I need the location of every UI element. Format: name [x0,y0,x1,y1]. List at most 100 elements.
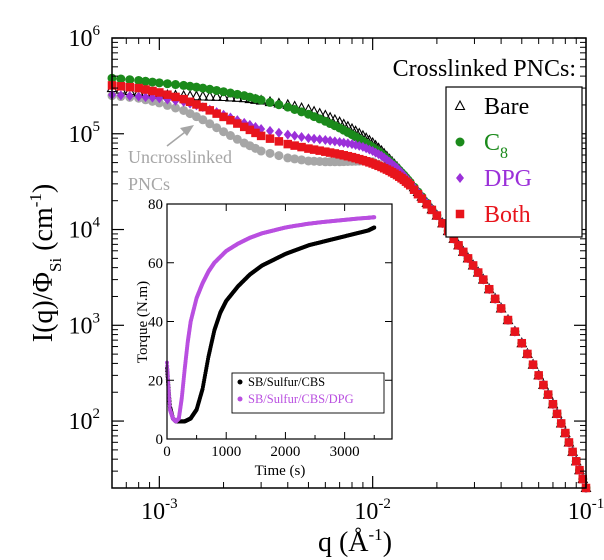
data-point [134,91,143,102]
inset-x-tick-label: 0 [163,444,171,460]
data-point [162,100,172,110]
data-point [427,205,437,215]
data-point [266,125,274,136]
inset-legend-label: SB/Sulfur/CBS [248,375,325,389]
data-point [459,247,468,257]
inset-data-point [167,394,172,399]
inset-x-tick-label: 2000 [270,444,300,460]
inset-legend: SB/Sulfur/CBS SB/Sulfur/CBS/DPG [231,372,385,414]
data-point [490,294,500,304]
inset-legend-box [231,372,385,414]
data-point [479,275,488,284]
data-point [197,90,209,101]
data-point [568,447,577,457]
data-point [523,349,532,359]
inset-y-axis-label: Torque (N.m) [135,281,151,363]
data-point [226,115,235,125]
y-tick-label: 102 [69,406,101,435]
data-point [171,92,180,102]
annotation-line1: Uncrosslinked [128,147,232,167]
data-point [330,136,339,147]
inset-data-point [372,215,377,220]
data-point [534,371,543,380]
data-point [543,390,553,399]
legend-marker [454,99,466,111]
data-point [163,90,172,99]
inset-chart: 0 1000 2000 3000 0 20 40 60 80 Time (s) Torque (… [135,197,393,479]
data-point [422,200,432,209]
inset-data-point [372,225,377,230]
data-point [571,457,581,466]
data-point [304,144,313,153]
data-point [219,112,228,122]
legend-label: C8 [484,130,508,162]
inset-legend-label: SB/Sulfur/CBS/DPG [248,392,354,406]
data-point [274,151,284,161]
inset-x-tick-label: 3000 [330,444,360,460]
inset-data-point [167,397,172,402]
inset-data-point [166,387,171,392]
data-point [116,90,125,101]
data-point [297,107,307,117]
data-point [290,141,299,150]
data-point [171,103,181,113]
inset-plot-data [165,215,377,424]
data-point [148,86,157,96]
data-point [274,100,284,110]
data-point [330,149,340,158]
data-point [310,133,319,144]
data-point [552,409,562,419]
data-point [265,148,275,158]
data-point [256,131,266,141]
legend-label: Both [484,202,531,228]
data-point [274,137,284,146]
data-point [548,399,558,409]
data-point [141,76,151,86]
data-point [198,102,208,112]
data-point [185,97,195,107]
inset-series-sb-sulfur-cbs-dpg [165,215,377,424]
legend-marker [456,173,464,183]
y-tick-label: 103 [69,310,101,339]
data-point [239,122,249,132]
data-point [454,241,463,250]
inset-y-tick-label: 80 [148,197,163,213]
legend-label: DPG [484,166,532,192]
data-point [449,234,459,244]
data-point [198,115,208,125]
data-point [517,338,527,348]
inset-axes: 0 1000 2000 3000 0 20 40 60 80 [148,197,392,460]
data-point [473,268,483,277]
data-point [290,154,300,164]
data-point [204,90,216,101]
data-point [219,87,229,97]
data-point [141,85,150,94]
data-point [290,104,300,114]
data-point [274,127,283,138]
inset-x-axis-label: Time (s) [255,463,306,479]
data-point [225,88,235,98]
data-point [561,428,570,438]
data-point [125,82,135,92]
data-point [297,155,307,165]
data-point [283,139,293,149]
data-point [116,74,126,84]
uncrosslinked-annotation: Uncrosslinked PNCs [128,125,232,194]
data-point [413,189,423,199]
data-point [171,80,181,90]
main-plot-data [106,73,592,493]
main-plot-frame [111,37,587,489]
x-tick-label: 10-2 [354,496,391,525]
data-point [125,75,135,85]
inset-y-tick-label: 20 [148,373,163,389]
data-point [232,134,242,144]
x-tick-label: 10-3 [141,496,178,525]
y-tick-label: 104 [69,215,101,244]
data-point [578,474,587,484]
data-point [198,83,208,93]
data-point [232,89,242,99]
annotation-arrow-head [180,125,194,136]
data-point [283,102,293,112]
data-point [283,153,293,163]
